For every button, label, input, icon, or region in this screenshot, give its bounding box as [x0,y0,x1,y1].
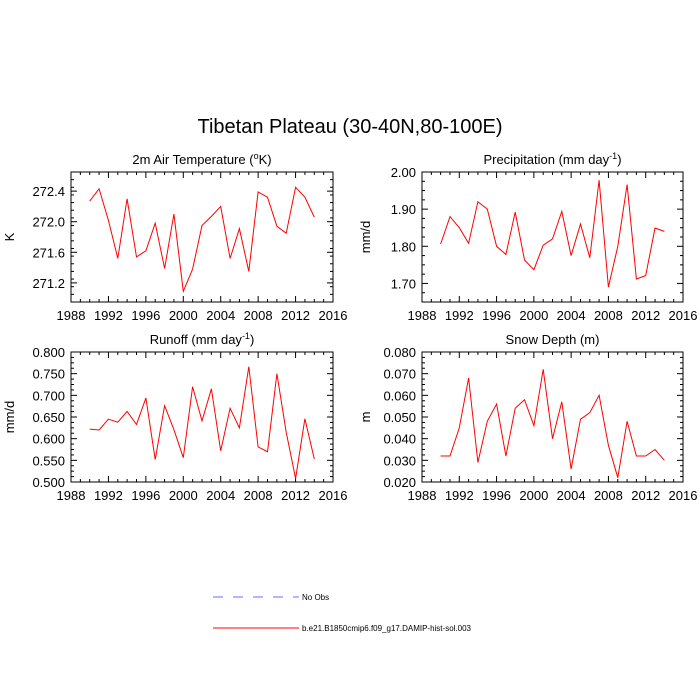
x-tick-label: 1988 [408,488,437,503]
x-tick-label: 1996 [482,488,511,503]
y-axis-label: K [2,232,17,241]
x-tick-label: 2008 [594,308,623,323]
y-axis-label: m [358,412,373,423]
x-tick-label: 2012 [631,488,660,503]
panel-title: 2m Air Temperature (oK) [132,151,271,167]
panel-title: Snow Depth (m) [506,332,600,347]
x-tick-label: 1988 [57,488,86,503]
y-tick-label: 0.070 [383,367,416,382]
legend-label: No Obs [302,593,329,602]
x-tick-label: 2008 [594,488,623,503]
y-tick-label: 0.800 [32,345,65,360]
series-line [440,369,665,478]
x-tick-label: 1996 [131,488,160,503]
panel-snow-depth: Snow Depth (m) 1988 1992 1996 2000 2004 2008 20… [358,332,697,503]
x-tick-label: 2016 [319,308,348,323]
x-tick-label: 2012 [281,308,310,323]
x-tick-label: 1996 [131,308,160,323]
x-tick-label: 2004 [206,488,235,503]
x-tick-label: 2016 [319,488,348,503]
panel-runoff: Runoff (mm day-1) 1988 1992 1996 2000 2004 200… [2,331,347,503]
y-tick-label: 0.050 [383,410,416,425]
x-tick-label: 2016 [669,488,698,503]
panel-precipitation: Precipitation (mm day-1) 1988 1992 1996 2000… [358,151,697,323]
x-tick-label: 1992 [94,488,123,503]
panel-title: Precipitation (mm day-1) [483,151,621,167]
x-tick-label: 2004 [206,308,235,323]
legend-label: b.e21.B1850cmip6.f09_g17.DAMIP-hist-sol.… [302,624,472,633]
y-tick-label: 0.030 [383,453,416,468]
x-tick-label: 1996 [482,308,511,323]
x-tick-label: 2004 [557,308,586,323]
y-tick-label: 0.080 [383,345,416,360]
y-tick-label: 272.4 [32,184,65,199]
y-tick-label: 1.90 [391,202,416,217]
y-tick-label: 271.2 [32,276,65,291]
x-tick-label: 1988 [57,308,86,323]
y-tick-label: 0.650 [32,410,65,425]
x-tick-label: 2000 [169,488,198,503]
y-tick-label: 0.040 [383,432,416,447]
panel-temperature: 2m Air Temperature (oK) 1988 1992 1996 2000 2… [2,151,347,323]
panel-title: Runoff (mm day-1) [150,331,255,347]
x-tick-label: 2012 [281,488,310,503]
y-tick-label: 1.80 [391,239,416,254]
y-tick-label: 0.700 [32,388,65,403]
y-tick-label: 0.750 [32,367,65,382]
x-tick-label: 2008 [244,488,273,503]
x-tick-label: 2000 [519,308,548,323]
x-tick-label: 1992 [445,308,474,323]
series-line [89,366,315,479]
y-tick-label: 0.060 [383,388,416,403]
y-tick-label: 272.0 [32,215,65,230]
y-axis-label: mm/d [358,221,373,254]
legend: No Obs b.e21.B1850cmip6.f09_g17.DAMIP-his… [213,593,472,633]
y-tick-label: 0.020 [383,475,416,490]
x-tick-label: 2016 [669,308,698,323]
y-tick-label: 2.00 [391,165,416,180]
x-tick-label: 1988 [408,308,437,323]
series-line [89,186,315,294]
x-tick-label: 2004 [557,488,586,503]
page-title: Tibetan Plateau (30-40N,80-100E) [197,116,503,138]
plot-frame [70,171,334,303]
x-tick-label: 2008 [244,308,273,323]
series-line [440,180,665,288]
x-tick-label: 1992 [445,488,474,503]
x-tick-label: 2012 [631,308,660,323]
y-tick-label: 0.600 [32,432,65,447]
y-tick-label: 1.70 [391,276,416,291]
x-tick-label: 2000 [169,308,198,323]
y-tick-label: 0.500 [32,475,65,490]
x-tick-label: 2000 [519,488,548,503]
y-tick-label: 271.6 [32,245,65,260]
plot-frame [421,171,684,303]
y-axis-label: mm/d [2,401,17,434]
plot-frame [70,351,334,483]
y-tick-label: 0.550 [32,453,65,468]
x-tick-label: 1992 [94,308,123,323]
